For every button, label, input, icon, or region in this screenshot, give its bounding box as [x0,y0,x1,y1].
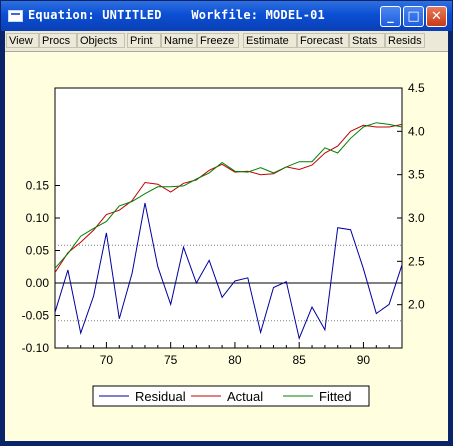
residual-series-line [54,202,403,340]
legend-box [92,385,370,407]
window-icon[interactable] [8,10,23,22]
right-axis-tick-label: 3.5 [408,168,425,182]
title-bar[interactable]: Equation: UNTITLED Workfile: MODEL-01 _ … [1,1,452,31]
legend-label-fitted: Fitted [319,389,352,404]
legend-label-actual: Actual [227,389,263,404]
stats-button[interactable]: Stats [349,33,385,48]
left-axis-tick-label: -0.10 [22,341,50,355]
plot-area [54,87,403,349]
procs-button[interactable]: Procs [39,33,77,48]
maximize-button[interactable]: □ [403,6,424,27]
right-axis-tick-label: 4.0 [408,124,425,138]
view-button[interactable]: View [6,33,39,48]
x-axis-tick-label: 85 [293,353,307,367]
minimize-button[interactable]: _ [380,6,401,27]
x-axis-tick-label: 75 [164,353,178,367]
freeze-button[interactable]: Freeze [197,33,239,48]
right-axis-tick-label: 2.0 [408,298,425,312]
print-button[interactable]: Print [127,33,161,48]
right-axis-tick-label: 2.5 [408,254,425,268]
x-axis-tick-label: 70 [100,353,114,367]
fitted-series-line [54,122,403,269]
name-button[interactable]: Name [161,33,197,48]
left-axis-tick-label: 0.10 [26,211,50,225]
left-axis-tick-label: 0.15 [26,179,50,193]
left-axis-tick-label: -0.05 [22,309,50,323]
x-axis-tick-label: 80 [228,353,242,367]
x-axis-tick-label: 90 [357,353,371,367]
window-title: Equation: UNTITLED Workfile: MODEL-01 [28,8,325,22]
legend-label-residual: Residual [135,389,186,404]
graph-panel: -0.10 -0.05 0.00 0.05 0.10 0.15 2.0 2.5 3.0 3.5 4.… [5,52,448,441]
left-axis-tick-label: 0.05 [26,244,50,258]
estimate-button[interactable]: Estimate [243,33,297,48]
right-axis-tick-label: 4.5 [408,81,425,95]
toolbar: View Procs Objects Print Name Freeze Est… [5,31,448,52]
forecast-button[interactable]: Forecast [297,33,349,48]
right-axis-tick-label: 3.0 [408,211,425,225]
actual-series-line [54,123,403,273]
objects-button[interactable]: Objects [77,33,125,48]
close-button[interactable]: ✕ [426,6,447,27]
left-axis-tick-label: 0.00 [26,276,50,290]
resids-button[interactable]: Resids [385,33,425,48]
residual-actual-fitted-chart: -0.10 -0.05 0.00 0.05 0.10 0.15 2.0 2.5 3.0 3.5 4.… [22,81,425,407]
